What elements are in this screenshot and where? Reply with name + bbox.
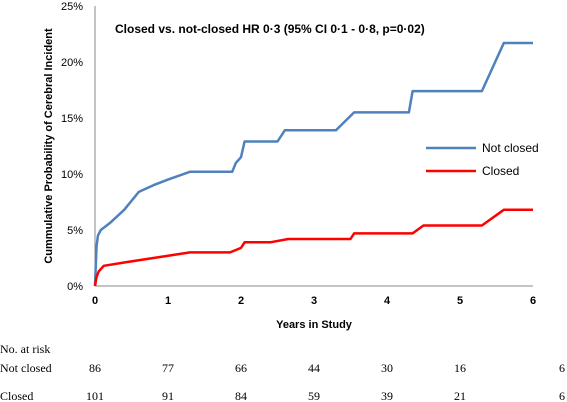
risk-cell: 59 [308, 389, 320, 402]
y-tick-label: 10% [61, 169, 83, 181]
risk-row-label-not-closed: Not closed [0, 361, 52, 375]
y-tick-label: 0% [67, 281, 83, 293]
risk-cell: 86 [89, 361, 101, 375]
x-tick-label: 4 [384, 295, 391, 307]
x-tick-label: 5 [457, 295, 463, 307]
y-tick-label: 5% [67, 225, 83, 237]
x-tick-label: 1 [165, 295, 171, 307]
hazard-ratio-annotation: Closed vs. not-closed HR 0·3 (95% CI 0·1… [115, 22, 425, 36]
risk-table-header: No. at risk [0, 342, 50, 356]
risk-table: No. at risk Not closed 86 77 66 44 30 16… [0, 342, 565, 402]
risk-cell: 30 [381, 361, 393, 375]
risk-cell: 44 [308, 361, 320, 375]
risk-cell: 77 [162, 361, 174, 375]
y-tick-label: 25% [61, 1, 83, 13]
y-axis-label: Cummulative Probability of Cerebral Inci… [43, 28, 55, 264]
risk-cell: 84 [235, 389, 247, 402]
x-tick-label: 6 [530, 295, 536, 307]
x-axis-label: Years in Study [276, 319, 353, 331]
risk-cell: 39 [381, 389, 393, 402]
risk-cell: 16 [454, 361, 466, 375]
risk-cell: 91 [162, 389, 174, 402]
legend-label-not-closed: Not closed [482, 141, 539, 155]
risk-cell: 21 [454, 389, 466, 402]
risk-cell: 6 [559, 361, 565, 375]
y-ticks: 0% 5% 10% 15% 20% 25% [61, 1, 83, 293]
x-tick-label: 3 [311, 295, 317, 307]
x-ticks: 0 1 2 3 4 5 6 [92, 295, 536, 307]
y-tick-label: 20% [61, 57, 83, 69]
risk-cell: 6 [559, 389, 565, 402]
series-layer [93, 41, 533, 287]
y-tick-label: 15% [61, 113, 83, 125]
x-tick-label: 0 [92, 295, 98, 307]
legend-label-closed: Closed [482, 164, 519, 178]
x-tick-label: 2 [238, 295, 244, 307]
risk-cell: 101 [86, 389, 104, 402]
series-line-closed [93, 208, 533, 287]
risk-cell: 66 [235, 361, 247, 375]
risk-row-label-closed: Closed [0, 389, 33, 402]
legend: Not closed Closed [426, 141, 539, 178]
series-line-not-closed [93, 41, 533, 287]
